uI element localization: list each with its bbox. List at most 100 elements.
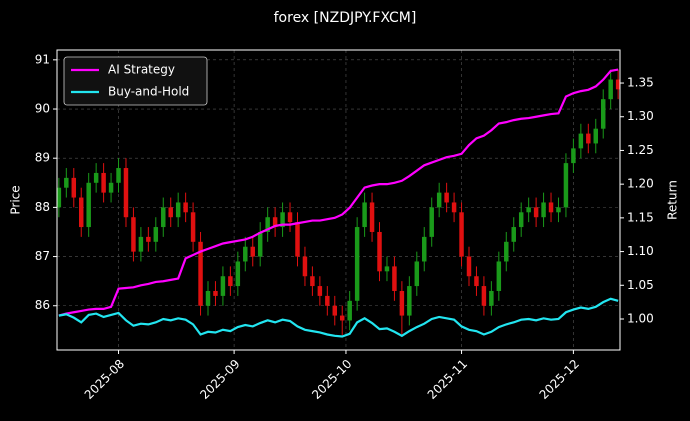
candle-body xyxy=(339,315,345,321)
y2-tick-label: 1.05 xyxy=(627,278,654,292)
candle-body xyxy=(504,241,509,262)
candle-body xyxy=(108,182,114,193)
candle-body xyxy=(235,261,241,287)
chart-title: forex [NZDJPY.FXCM] xyxy=(274,10,417,26)
candle-body xyxy=(287,212,293,223)
candle-body xyxy=(123,168,129,218)
y-tick-label: 90 xyxy=(35,102,50,116)
candle-body xyxy=(526,207,531,213)
series-line xyxy=(58,297,619,338)
candle-body xyxy=(116,168,121,183)
candle-body xyxy=(436,192,442,208)
candle-body xyxy=(64,177,69,188)
candle-body xyxy=(161,207,166,228)
candle-body xyxy=(317,286,323,296)
candle-body xyxy=(392,266,397,291)
candle-body xyxy=(86,182,91,228)
candle-body xyxy=(429,207,434,237)
candle-body xyxy=(220,276,226,296)
series-line xyxy=(58,68,619,317)
legend-label: AI Strategy xyxy=(108,63,175,77)
candle-body xyxy=(347,300,352,321)
candle-body xyxy=(332,305,338,316)
candle-body xyxy=(175,202,181,218)
legend-box xyxy=(63,56,208,106)
y-tick-label: 87 xyxy=(35,249,50,263)
plot-frame xyxy=(56,49,621,351)
candle-body xyxy=(354,227,360,301)
candle-body xyxy=(399,290,405,316)
candle-body xyxy=(414,261,420,287)
candle-body xyxy=(101,172,106,193)
candle-body xyxy=(228,276,233,287)
candle-body xyxy=(556,207,561,213)
y-tick-label: 89 xyxy=(35,151,50,165)
candle-body xyxy=(541,202,546,218)
candle-body xyxy=(183,202,188,213)
legend: AI Strategy Buy-and-Hold xyxy=(63,56,208,106)
candle-body xyxy=(451,202,457,213)
legend-label: Buy-and-Hold xyxy=(108,85,189,99)
candle-body xyxy=(205,290,211,306)
candle-body xyxy=(93,172,99,183)
candle-body xyxy=(295,222,300,257)
candle-body xyxy=(459,212,464,257)
candle-body xyxy=(310,276,315,287)
candle-body xyxy=(78,197,84,228)
candle-body xyxy=(190,212,196,242)
candle-body xyxy=(422,236,427,262)
candle-body xyxy=(600,99,606,129)
candle-body xyxy=(131,217,136,252)
candle-body xyxy=(257,231,263,257)
y2-axis-label: Return xyxy=(666,180,680,220)
candle-body xyxy=(511,227,516,242)
candle-body xyxy=(377,231,382,272)
y-tick-label: 91 xyxy=(35,52,50,66)
candle-body xyxy=(384,266,390,272)
y2-tick-label: 1.15 xyxy=(627,210,654,224)
candle-body xyxy=(198,241,203,306)
y2-tick-label: 1.10 xyxy=(627,244,654,258)
candle-body xyxy=(481,286,487,306)
candle-body xyxy=(146,236,151,242)
candle-body xyxy=(250,246,255,257)
candle-body xyxy=(138,236,144,252)
y2-tick-label: 1.35 xyxy=(627,76,654,90)
candle-body xyxy=(265,217,270,232)
y2-tick-label: 1.00 xyxy=(627,311,654,325)
candle-body xyxy=(153,227,159,242)
candle-body xyxy=(71,177,77,198)
candle-body xyxy=(466,256,472,277)
candle-body xyxy=(407,286,412,316)
y2-tick-label: 1.20 xyxy=(627,177,654,191)
candle-body xyxy=(243,246,248,262)
y-tick-label: 86 xyxy=(35,298,50,312)
candle-body xyxy=(518,212,524,228)
candle-body xyxy=(325,295,330,306)
candle-body xyxy=(548,202,554,213)
candle-body xyxy=(362,202,367,228)
y-tick-label: 88 xyxy=(35,200,50,214)
candle-body xyxy=(213,290,218,296)
candle-body xyxy=(474,276,479,287)
candle-body xyxy=(56,187,62,208)
candle-body xyxy=(272,217,278,228)
candle-body xyxy=(615,79,621,90)
candle-body xyxy=(496,261,502,291)
candle-body xyxy=(280,212,285,228)
candle-body xyxy=(608,79,613,100)
candle-body xyxy=(586,133,591,144)
candle-body xyxy=(593,128,599,144)
candle-body xyxy=(444,192,449,203)
candle-body xyxy=(369,202,375,232)
candle-body xyxy=(302,256,308,277)
candle-body xyxy=(533,207,539,218)
y2-tick-label: 1.25 xyxy=(627,143,654,157)
candle-body xyxy=(489,290,494,306)
y2-tick-label: 1.30 xyxy=(627,109,654,123)
candle-body xyxy=(578,133,584,149)
candle-body xyxy=(571,148,576,164)
y-axis-label: Price xyxy=(9,185,23,214)
candle-body xyxy=(168,207,173,218)
